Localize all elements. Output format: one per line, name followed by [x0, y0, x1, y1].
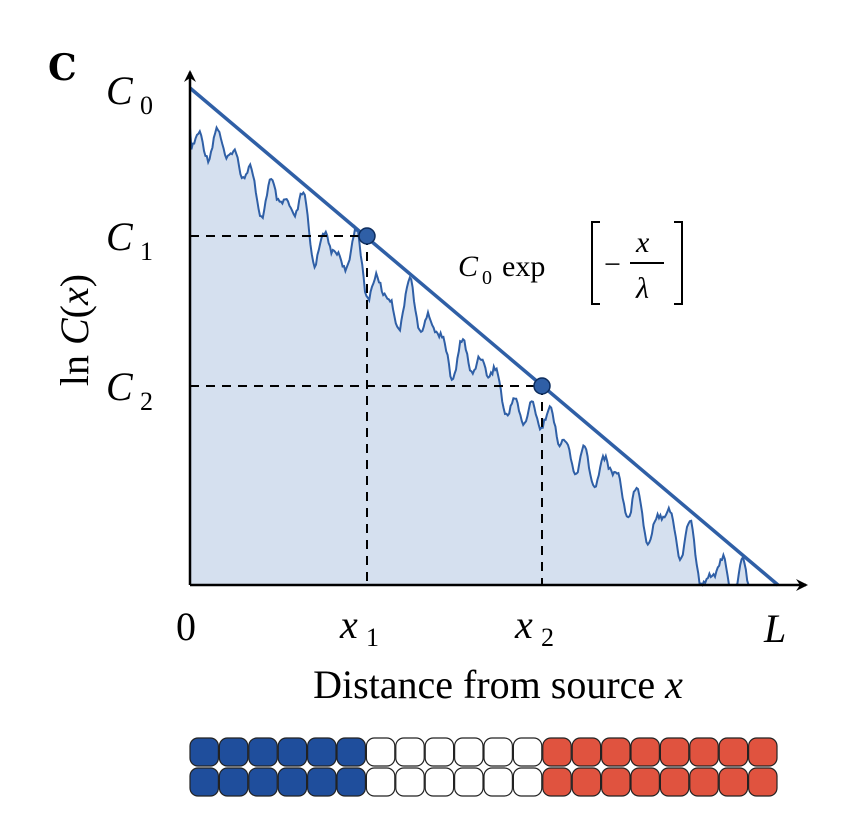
x-tick-x2-sub: 2 [541, 623, 554, 652]
cell-white [395, 737, 425, 767]
cell-red [689, 767, 719, 797]
point-x2-c2 [533, 377, 551, 395]
y-tick-c0: C 0 [106, 68, 153, 120]
cell-blue [336, 767, 366, 797]
cell-blue [218, 737, 249, 767]
cell-white [424, 737, 455, 767]
annotation-coef: C [458, 250, 479, 283]
cell-red [689, 737, 719, 767]
cell-white [454, 767, 484, 797]
cell-white [454, 737, 484, 767]
cell-blue [307, 737, 337, 767]
cell-red [600, 767, 631, 797]
point-x1-c1 [358, 227, 376, 245]
x-tick-x1-sub: 1 [366, 623, 379, 652]
y-axis-title-c: C [52, 317, 97, 345]
concentration-fill-area [190, 127, 778, 585]
y-axis-title: ln C(x) [52, 274, 97, 386]
cell-red [571, 767, 602, 797]
annotation-coef-sub: 0 [482, 267, 492, 289]
cell-red [542, 737, 572, 767]
y-axis-title-x: x [52, 287, 97, 306]
cell-white [395, 767, 425, 797]
cell-blue [189, 767, 219, 797]
y-axis-title-paren-close: ) [52, 274, 97, 287]
cell-red [630, 767, 660, 797]
cell-white [365, 737, 396, 767]
x-tick-0: 0 [176, 604, 196, 649]
y-tick-c0-sub: 0 [140, 91, 153, 120]
annotation-left-bracket [591, 221, 600, 305]
y-tick-c1-sub: 1 [140, 237, 153, 266]
annotation-minus: − [604, 248, 621, 281]
cell-red [718, 737, 749, 767]
annotation-numerator: x [635, 226, 650, 259]
y-tick-c2: C 2 [106, 364, 153, 416]
cell-red [718, 767, 749, 797]
x-tick-x2-main: x [514, 602, 533, 647]
cell-red [542, 767, 572, 797]
cell-white [365, 767, 396, 797]
y-tick-c1: C 1 [106, 214, 153, 266]
cell-white [424, 767, 455, 797]
cell-blue [336, 737, 366, 767]
annotation-right-bracket [674, 221, 683, 305]
cell-red [659, 767, 690, 797]
exponential-annotation: C 0 exp − x λ [458, 221, 683, 305]
x-tick-x1: x 1 [339, 602, 379, 652]
cell-red [571, 737, 602, 767]
cell-blue [277, 767, 308, 797]
noisy-concentration-line [189, 124, 778, 587]
y-tick-c0-main: C [106, 68, 134, 113]
y-axis-title-space [52, 345, 97, 355]
annotation-exp: exp [502, 250, 545, 283]
cell-white [483, 767, 513, 797]
cell-blue [307, 767, 337, 797]
cell-red [747, 767, 778, 797]
y-tick-c2-sub: 2 [140, 387, 153, 416]
x-axis-title: Distance from source x [313, 662, 683, 707]
annotation-denominator: λ [635, 272, 649, 305]
cell-red [630, 737, 660, 767]
dashed-guides [190, 235, 543, 585]
x-axis-title-text: Distance from source [313, 662, 665, 707]
x-axis-title-var: x [664, 662, 683, 707]
y-tick-c2-main: C [106, 364, 134, 409]
cell-red [600, 737, 631, 767]
cell-white [512, 737, 543, 767]
y-tick-c1-main: C [106, 214, 134, 259]
cell-white [483, 737, 513, 767]
panel-label: C [48, 47, 77, 89]
cell-strip [189, 737, 778, 797]
x-tick-l: L [763, 606, 786, 651]
cell-blue [218, 767, 249, 797]
x-tick-x2: x 2 [514, 602, 554, 652]
cell-blue [248, 767, 278, 797]
cell-blue [248, 737, 278, 767]
y-axis-title-ln: ln [52, 355, 97, 386]
x-tick-x1-main: x [339, 602, 358, 647]
cell-red [659, 737, 690, 767]
cell-blue [277, 737, 308, 767]
y-axis-title-paren-open: ( [52, 305, 97, 318]
cell-blue [189, 737, 219, 767]
cell-white [512, 767, 543, 797]
exponential-fit-line [188, 86, 780, 587]
cell-red [747, 737, 778, 767]
